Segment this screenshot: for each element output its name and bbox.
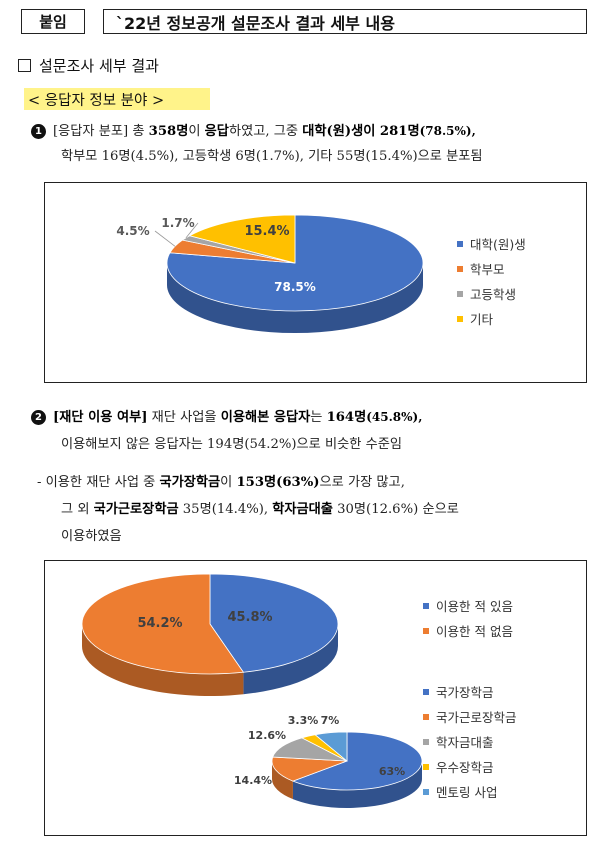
programs-legend-item: 국가장학금 <box>423 679 517 704</box>
respondents-data-label: 1.7% <box>161 216 194 230</box>
item2-sub-line3: 이용하였음 <box>61 529 122 544</box>
programs-data-label: 7% <box>321 714 340 727</box>
section-heading: 설문조사 세부 결과 <box>18 55 159 76</box>
respondents-slice-1 <box>166 214 424 312</box>
programs-data-label: 14.4% <box>234 774 272 787</box>
respondents-data-label: 4.5% <box>116 224 149 238</box>
legend-label: 국가장학금 <box>436 685 494 700</box>
legend-swatch <box>423 763 429 770</box>
legend-swatch <box>423 627 429 634</box>
usage-data-label: 45.8% <box>227 610 272 625</box>
pie-charts-usage: 45.8% 54.2% 63% 14.4% 12.6%3.3% 7% <box>81 573 423 808</box>
legend-label: 이용한 적 있음 <box>436 599 513 614</box>
programs-legend-item: 국가근로장학금 <box>423 704 517 729</box>
programs-slice-2 <box>271 756 348 782</box>
programs-slice-side <box>272 761 293 800</box>
checkbox-square-icon <box>18 59 31 72</box>
usage-slice-side <box>82 624 244 696</box>
legend-swatch <box>423 738 429 745</box>
respondents-leader-line <box>185 222 199 239</box>
document-title: `22년 정보공개 설문조사 결과 세부 내용 <box>103 9 587 34</box>
section-title: 설문조사 세부 결과 <box>39 57 159 75</box>
programs-data-label: 63% <box>379 765 405 778</box>
number-bullet-icon: 2 <box>31 410 46 425</box>
item2-sub-line1: - 이용한 재단 사업 중 국가장학금이 153명(63%)으로 가장 많고, <box>37 475 405 490</box>
programs-slice-side <box>292 761 422 808</box>
programs-slice-5 <box>314 731 348 762</box>
legend-swatch <box>457 240 463 247</box>
chart-usage: 45.8% 54.2% 63% 14.4% 12.6% 3.3% 7% 이용한 적 있음 이용… <box>44 560 587 836</box>
subheading: < 응답자 정보 분야 > <box>24 88 210 110</box>
legend-label: 우수장학금 <box>436 760 494 775</box>
usage-slice-side <box>243 624 338 695</box>
respondents-legend-item: 고등학생 <box>457 281 526 306</box>
legend-swatch <box>457 265 463 272</box>
legend-swatch <box>423 602 429 609</box>
usage-legend-item: 이용한 적 없음 <box>423 618 513 643</box>
legend-swatch <box>423 713 429 720</box>
programs-slice-1 <box>291 731 423 791</box>
appendix-tag: 붙임 <box>21 9 85 34</box>
item2-sub-line2: 그 외 국가근로장학금 35명(14.4%), 학자금대출 30명(12.6%)… <box>61 502 459 517</box>
programs-legend-item: 우수장학금 <box>423 754 517 779</box>
programs-slice-3 <box>272 737 348 762</box>
item1-line1: 1 [응답자 분포] 총 358명이 응답하였고, 그중 대학(원)생이 281명… <box>31 118 476 145</box>
respondents-leader-line <box>154 230 176 247</box>
legend-swatch <box>457 315 463 322</box>
legend-label: 대학(원)생 <box>470 237 526 252</box>
legend-label: 학부모 <box>470 262 505 277</box>
respondents-legend-item: 학부모 <box>457 256 526 281</box>
legend-label: 기타 <box>470 312 494 327</box>
legend-label: 국가근로장학금 <box>436 710 517 725</box>
programs-legend-item: 학자금대출 <box>423 729 517 754</box>
usage-legend-item: 이용한 적 있음 <box>423 593 513 618</box>
respondents-data-label: 15.4% <box>244 224 289 239</box>
item1-line2: 학부모 16명(4.5%), 고등학생 6명(1.7%), 기타 55명(15.… <box>61 149 483 164</box>
respondents-data-label: 78.5% <box>274 280 316 294</box>
number-bullet-icon: 1 <box>31 124 46 139</box>
programs-legend-item: 멘토링 사업 <box>423 779 517 804</box>
legend-swatch <box>423 788 429 795</box>
legend-swatch <box>457 290 463 297</box>
legend-swatch <box>423 688 429 695</box>
programs-data-label: 3.3% <box>288 714 319 727</box>
legend-label: 멘토링 사업 <box>436 785 498 800</box>
item2-line1: 2 [재단 이용 여부] 재단 사업을 이용해본 응답자는 164명(45.8%)… <box>31 404 422 431</box>
respondents-slice-side <box>167 263 423 333</box>
respondents-legend-item: 대학(원)생 <box>457 231 526 256</box>
usage-slice-2 <box>81 573 245 675</box>
legend-label: 이용한 적 없음 <box>436 624 513 639</box>
pie-chart-respondents: 78.5% 4.5% 1.7% 15.4% <box>116 214 424 333</box>
legend-label: 고등학생 <box>470 287 517 302</box>
usage-slice-1 <box>209 573 339 673</box>
programs-data-label: 12.6% <box>248 729 286 742</box>
respondents-legend-item: 기타 <box>457 306 526 331</box>
respondents-slice-4 <box>188 214 296 264</box>
usage-data-label: 54.2% <box>137 616 182 631</box>
legend-label: 학자금대출 <box>436 735 494 750</box>
item2-line2: 이용해보지 않은 응답자는 194명(54.2%)으로 비슷한 수준임 <box>61 437 402 452</box>
